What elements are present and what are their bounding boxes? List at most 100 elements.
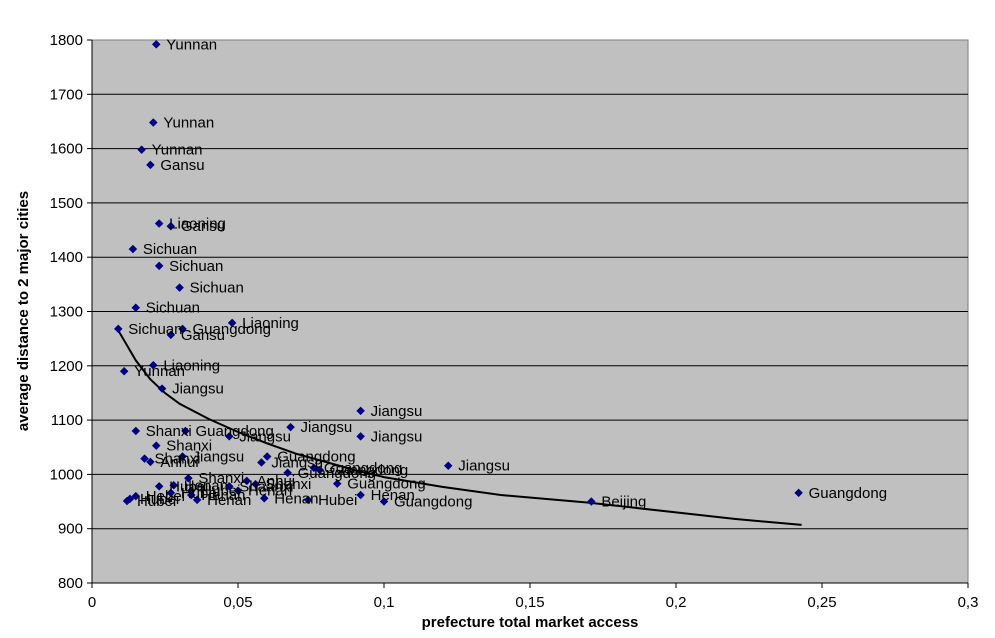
point-label-26: Jiangsu [193, 448, 245, 465]
y-tick-label-8: 1600 [50, 141, 83, 158]
x-tick-label-4: 0,2 [666, 594, 687, 611]
y-tick-label-6: 1400 [50, 249, 83, 266]
data-point-30 [443, 461, 453, 471]
point-label-8: Sichuan [190, 280, 244, 297]
data-point-1 [148, 118, 158, 127]
data-point-8 [175, 283, 184, 292]
y-axis-title: average distance to 2 major cities [15, 191, 32, 431]
point-label-32: Guangdong [298, 465, 376, 482]
x-tick-label-0: 0 [88, 594, 96, 611]
data-point-52 [379, 497, 389, 506]
point-label-9: Sichuan [146, 300, 200, 317]
data-point-16 [157, 384, 167, 393]
data-point-53 [586, 497, 596, 506]
point-label-3: Gansu [160, 157, 204, 174]
point-label-24: Guangdong [277, 448, 355, 465]
data-point-2 [137, 145, 146, 155]
data-point-6 [128, 244, 138, 254]
axes [87, 39, 969, 588]
x-tick-label-3: 0,15 [515, 594, 544, 611]
data-point-17 [356, 406, 365, 416]
point-label-7: Sichuan [169, 258, 223, 275]
point-label-37: Shanxi [266, 476, 312, 493]
point-label-31: Guangdong [330, 462, 408, 479]
point-label-10: Liaoning [242, 315, 299, 332]
data-point-38 [154, 481, 164, 491]
point-label-11: Sichuan [128, 321, 182, 338]
point-label-29: Guangdong [324, 460, 402, 477]
data-point-22 [356, 432, 365, 441]
data-point-19 [131, 426, 141, 436]
data-point-51 [192, 495, 202, 505]
point-label-34: Anhui [257, 473, 295, 490]
data-point-45 [186, 490, 196, 500]
point-label-23: Shanxi [166, 438, 212, 455]
data-point-35 [332, 479, 342, 488]
point-label-41: Henan [248, 483, 292, 500]
point-label-36: Henan [184, 477, 228, 494]
point-label-22: Jiangsu [371, 428, 423, 445]
point-label-1: Yunnan [163, 115, 214, 132]
point-labels-layer: YunnanYunnanYunnanGansuLiaoningGansuSich… [128, 36, 887, 510]
point-label-45: Henan [201, 487, 245, 504]
data-point-27 [146, 457, 155, 467]
data-point-37 [251, 479, 260, 489]
data-point-3 [146, 160, 155, 170]
point-label-42: Hubei [181, 485, 220, 502]
point-label-30: Jiangsu [458, 458, 510, 475]
point-label-27: Anhui [160, 454, 198, 471]
x-tick-label-1: 0,05 [223, 594, 252, 611]
data-point-28 [257, 458, 266, 467]
point-label-17: Jiangsu [371, 403, 423, 420]
data-point-7 [154, 261, 164, 271]
data-point-33 [184, 473, 193, 483]
x-tick-label-2: 0,1 [374, 594, 395, 611]
point-label-6: Sichuan [143, 241, 197, 258]
data-point-18 [286, 422, 295, 432]
y-tick-label-1: 900 [58, 521, 83, 538]
point-label-53: Beijing [601, 494, 646, 511]
y-tick-label-4: 1200 [50, 358, 83, 375]
data-point-13 [166, 330, 176, 340]
data-point-14 [148, 360, 158, 370]
point-label-52: Guangdong [394, 494, 472, 511]
data-point-32 [283, 468, 292, 478]
data-point-43 [356, 490, 365, 500]
data-point-34 [242, 476, 252, 486]
point-label-19: Shanxi [146, 423, 192, 440]
data-point-23 [151, 441, 161, 450]
point-label-25: Shanxi [155, 451, 201, 468]
point-label-13: Gansu [181, 327, 225, 344]
point-label-0: Yunnan [166, 36, 217, 53]
y-tick-label-3: 1100 [51, 412, 83, 429]
data-point-9 [131, 303, 141, 313]
data-point-42 [166, 488, 176, 498]
data-point-21 [224, 432, 234, 441]
point-label-35: Guangdong [347, 476, 425, 493]
point-label-4: Liaoning [169, 216, 226, 233]
data-point-24 [262, 452, 272, 461]
data-point-5 [166, 221, 176, 231]
point-label-33: Shanxi [198, 470, 244, 487]
point-label-39: Shaanxi [239, 478, 293, 495]
data-point-4 [154, 219, 164, 228]
point-label-51: Henan [207, 492, 251, 509]
x-tick-label-5: 0,25 [807, 594, 836, 611]
points-layer [113, 39, 803, 506]
point-label-50: Hubei [137, 493, 176, 510]
point-label-12: Guangdong [193, 321, 271, 338]
data-point-41 [233, 486, 243, 496]
data-point-48 [303, 495, 313, 505]
data-point-44 [794, 488, 803, 498]
point-label-46: Hebei [146, 488, 185, 505]
point-label-14: Liaoning [163, 357, 220, 374]
tick-labels-layer: 800 900 1000 1100 1200 1300 1400 1500 1600 1700 18… [50, 32, 979, 611]
point-label-38: Hubei [169, 478, 208, 495]
data-point-15 [119, 366, 129, 376]
point-label-47: Henan [274, 490, 318, 507]
data-point-46 [131, 491, 141, 501]
data-point-25 [140, 454, 149, 464]
data-point-11 [113, 324, 123, 334]
x-axis-title: prefecture total market access [422, 614, 639, 631]
point-label-2: Yunnan [152, 142, 203, 159]
